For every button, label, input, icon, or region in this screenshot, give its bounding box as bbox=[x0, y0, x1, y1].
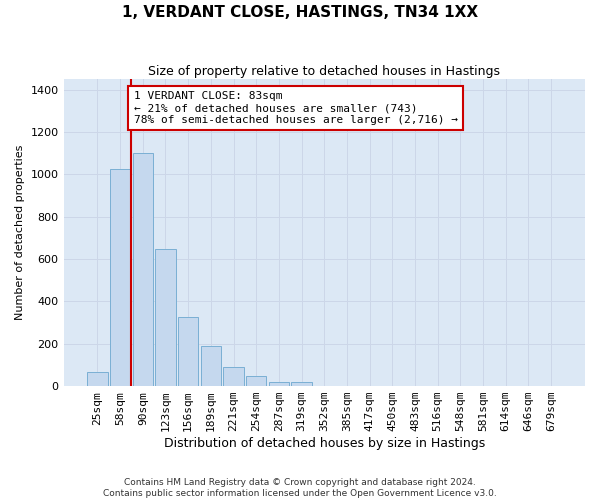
Bar bbox=[200, 346, 221, 386]
Bar bbox=[178, 318, 199, 386]
Bar bbox=[246, 376, 266, 386]
Text: 1, VERDANT CLOSE, HASTINGS, TN34 1XX: 1, VERDANT CLOSE, HASTINGS, TN34 1XX bbox=[122, 5, 478, 20]
Bar bbox=[269, 382, 289, 386]
Text: Contains HM Land Registry data © Crown copyright and database right 2024.
Contai: Contains HM Land Registry data © Crown c… bbox=[103, 478, 497, 498]
Bar bbox=[133, 154, 153, 386]
Y-axis label: Number of detached properties: Number of detached properties bbox=[15, 145, 25, 320]
Bar bbox=[110, 169, 130, 386]
Bar bbox=[292, 382, 312, 386]
Bar bbox=[155, 248, 176, 386]
Bar bbox=[223, 367, 244, 386]
X-axis label: Distribution of detached houses by size in Hastings: Distribution of detached houses by size … bbox=[164, 437, 485, 450]
Bar bbox=[87, 372, 107, 386]
Title: Size of property relative to detached houses in Hastings: Size of property relative to detached ho… bbox=[148, 65, 500, 78]
Text: 1 VERDANT CLOSE: 83sqm
← 21% of detached houses are smaller (743)
78% of semi-de: 1 VERDANT CLOSE: 83sqm ← 21% of detached… bbox=[134, 92, 458, 124]
